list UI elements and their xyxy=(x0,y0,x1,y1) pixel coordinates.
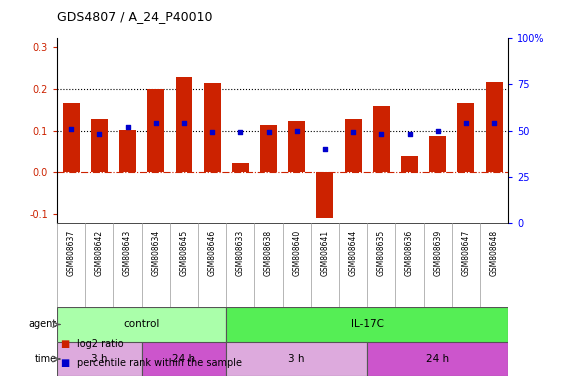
Text: time: time xyxy=(35,354,57,364)
Point xyxy=(405,131,414,137)
Point xyxy=(292,127,301,134)
Bar xyxy=(367,342,508,376)
Text: 24 h: 24 h xyxy=(172,354,195,364)
Bar xyxy=(345,119,361,172)
Text: control: control xyxy=(123,319,160,329)
Text: GSM808643: GSM808643 xyxy=(123,230,132,276)
Bar xyxy=(485,83,502,172)
Bar xyxy=(288,121,305,172)
Bar xyxy=(57,307,226,342)
Text: GSM808633: GSM808633 xyxy=(236,230,245,276)
Text: GSM808648: GSM808648 xyxy=(489,230,498,276)
Bar xyxy=(91,119,108,172)
Bar xyxy=(429,136,446,172)
Point xyxy=(123,124,132,130)
Text: ■: ■ xyxy=(60,358,69,368)
Point xyxy=(433,127,443,134)
Text: 24 h: 24 h xyxy=(426,354,449,364)
Point xyxy=(348,129,357,136)
Point xyxy=(489,120,498,126)
Text: GSM808638: GSM808638 xyxy=(264,230,273,276)
Point xyxy=(179,120,188,126)
Bar xyxy=(57,342,142,376)
Text: 3 h: 3 h xyxy=(91,354,108,364)
Text: GSM808639: GSM808639 xyxy=(433,230,442,276)
Bar xyxy=(373,106,390,172)
Point xyxy=(320,146,329,152)
Text: ■: ■ xyxy=(60,339,69,349)
Text: GSM808634: GSM808634 xyxy=(151,230,160,276)
Text: log2 ratio: log2 ratio xyxy=(77,339,124,349)
Point xyxy=(208,129,217,136)
Text: GSM808644: GSM808644 xyxy=(349,230,357,276)
Text: GSM808641: GSM808641 xyxy=(320,230,329,276)
Bar xyxy=(260,125,277,172)
Point xyxy=(95,131,104,137)
Point xyxy=(67,126,76,132)
Bar xyxy=(457,103,475,172)
Bar xyxy=(142,342,226,376)
Bar xyxy=(226,342,367,376)
Point xyxy=(377,131,386,137)
Text: IL-17C: IL-17C xyxy=(351,319,384,329)
Text: GDS4807 / A_24_P40010: GDS4807 / A_24_P40010 xyxy=(57,10,212,23)
Text: GSM808635: GSM808635 xyxy=(377,230,386,276)
Point xyxy=(151,120,160,126)
Text: GSM808636: GSM808636 xyxy=(405,230,414,276)
Point xyxy=(264,129,273,136)
Bar xyxy=(232,163,249,172)
Bar xyxy=(175,77,192,172)
Bar xyxy=(119,130,136,172)
Text: GSM808642: GSM808642 xyxy=(95,230,104,276)
Bar xyxy=(147,89,164,172)
Bar xyxy=(63,103,79,172)
Bar xyxy=(316,172,333,218)
Text: GSM808646: GSM808646 xyxy=(208,230,216,276)
Point xyxy=(236,129,245,136)
Bar xyxy=(204,83,220,172)
Text: 3 h: 3 h xyxy=(288,354,305,364)
Bar xyxy=(226,307,508,342)
Bar xyxy=(401,156,418,172)
Text: agent: agent xyxy=(29,319,57,329)
Point xyxy=(461,120,471,126)
Text: GSM808645: GSM808645 xyxy=(179,230,188,276)
Text: GSM808640: GSM808640 xyxy=(292,230,301,276)
Text: GSM808647: GSM808647 xyxy=(461,230,471,276)
Text: GSM808637: GSM808637 xyxy=(67,230,76,276)
Text: percentile rank within the sample: percentile rank within the sample xyxy=(77,358,242,368)
